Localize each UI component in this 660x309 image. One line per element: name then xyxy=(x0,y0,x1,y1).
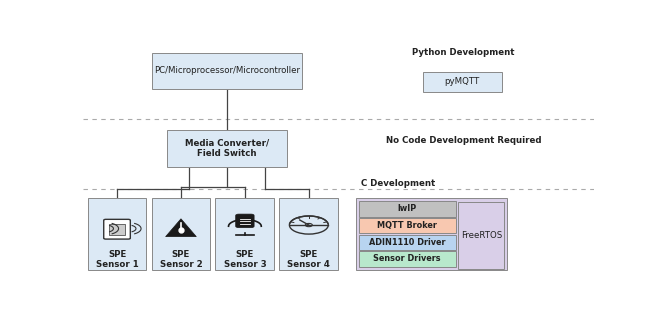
FancyBboxPatch shape xyxy=(104,219,130,239)
FancyBboxPatch shape xyxy=(152,198,211,270)
FancyBboxPatch shape xyxy=(459,202,504,269)
Text: C Development: C Development xyxy=(361,179,436,188)
FancyBboxPatch shape xyxy=(359,201,456,217)
Text: MQTT Broker: MQTT Broker xyxy=(378,221,437,230)
Text: Python Development: Python Development xyxy=(412,48,515,57)
FancyBboxPatch shape xyxy=(359,251,456,267)
Text: pyMQTT: pyMQTT xyxy=(445,77,480,86)
Text: FreeRTOS: FreeRTOS xyxy=(461,231,502,240)
Polygon shape xyxy=(166,219,196,237)
FancyBboxPatch shape xyxy=(152,53,302,89)
Text: Sensor Drivers: Sensor Drivers xyxy=(374,254,441,264)
FancyBboxPatch shape xyxy=(88,198,147,270)
FancyBboxPatch shape xyxy=(215,198,275,270)
FancyBboxPatch shape xyxy=(110,224,125,235)
FancyBboxPatch shape xyxy=(279,198,338,270)
FancyBboxPatch shape xyxy=(422,72,502,92)
FancyBboxPatch shape xyxy=(356,198,507,270)
Text: lwIP: lwIP xyxy=(398,205,417,214)
Text: SPE
Sensor 4: SPE Sensor 4 xyxy=(287,250,330,269)
Text: SPE
Sensor 2: SPE Sensor 2 xyxy=(160,250,203,269)
Text: PC/Microprocessor/Microcontroller: PC/Microprocessor/Microcontroller xyxy=(154,66,300,75)
FancyBboxPatch shape xyxy=(167,130,287,167)
Text: ADIN1110 Driver: ADIN1110 Driver xyxy=(369,238,446,247)
Text: SPE
Sensor 3: SPE Sensor 3 xyxy=(224,250,266,269)
Text: SPE
Sensor 1: SPE Sensor 1 xyxy=(96,250,139,269)
Text: Media Converter/
Field Switch: Media Converter/ Field Switch xyxy=(185,139,269,158)
FancyBboxPatch shape xyxy=(236,214,254,228)
FancyBboxPatch shape xyxy=(359,218,456,233)
Text: No Code Development Required: No Code Development Required xyxy=(386,136,541,145)
FancyBboxPatch shape xyxy=(359,235,456,250)
